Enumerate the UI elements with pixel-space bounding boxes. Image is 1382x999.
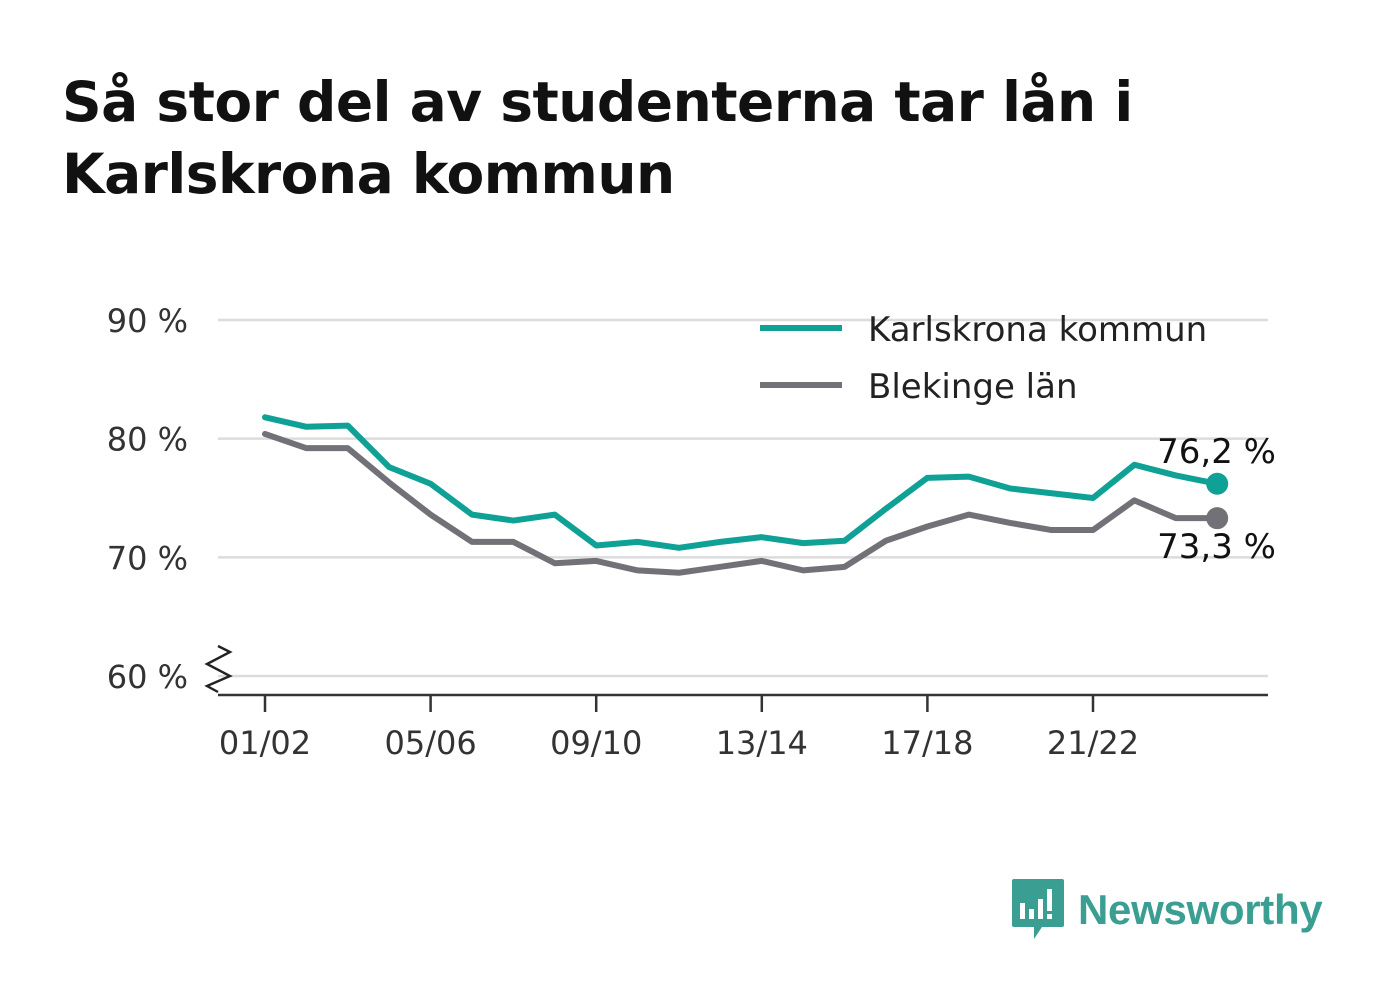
end-point-karlskrona bbox=[1206, 472, 1229, 495]
end-labels: 76,2 % 73,3 % bbox=[1157, 432, 1276, 567]
legend: Karlskrona kommun Blekinge län bbox=[760, 310, 1207, 407]
newsworthy-logo-icon bbox=[1012, 879, 1064, 939]
title-line-2: Karlskrona kommun bbox=[62, 142, 675, 206]
y-tick-labels: 60 % 70 % 80 % 90 % bbox=[107, 302, 188, 696]
series-lines bbox=[262, 414, 1229, 576]
y-tick-label: 90 % bbox=[107, 302, 188, 340]
end-point-blekinge bbox=[1206, 507, 1229, 530]
brand-name: Newsworthy bbox=[1078, 886, 1323, 933]
x-tick-label: 05/06 bbox=[384, 724, 476, 762]
legend-label-karlskrona: Karlskrona kommun bbox=[868, 310, 1207, 350]
end-label-karlskrona: 76,2 % bbox=[1157, 432, 1276, 472]
series-line-karlskrona bbox=[262, 414, 1221, 551]
chart-title: Så stor del av studenterna tar lån i Kar… bbox=[62, 66, 1322, 210]
y-tick-label: 80 % bbox=[107, 421, 188, 459]
grid-lines bbox=[218, 318, 1268, 678]
x-tick-label: 01/02 bbox=[219, 724, 311, 762]
x-tick-label: 09/10 bbox=[550, 724, 642, 762]
series-line-blekinge bbox=[262, 430, 1221, 576]
x-tick-label: 17/18 bbox=[881, 724, 973, 762]
x-tick-label: 21/22 bbox=[1047, 724, 1139, 762]
legend-label-blekinge: Blekinge län bbox=[868, 367, 1078, 407]
x-ticks: 01/02 05/06 09/10 13/14 17/18 21/22 bbox=[219, 695, 1139, 762]
newsworthy-logo: Newsworthy bbox=[1012, 878, 1323, 942]
title-line-1: Så stor del av studenterna tar lån i bbox=[62, 70, 1133, 134]
y-tick-label: 60 % bbox=[107, 658, 188, 696]
axis-break-zigzag bbox=[204, 644, 233, 694]
x-tick-label: 13/14 bbox=[716, 724, 808, 762]
end-label-blekinge: 73,3 % bbox=[1157, 527, 1276, 567]
axis-break bbox=[204, 644, 233, 694]
y-tick-label: 70 % bbox=[107, 539, 188, 577]
